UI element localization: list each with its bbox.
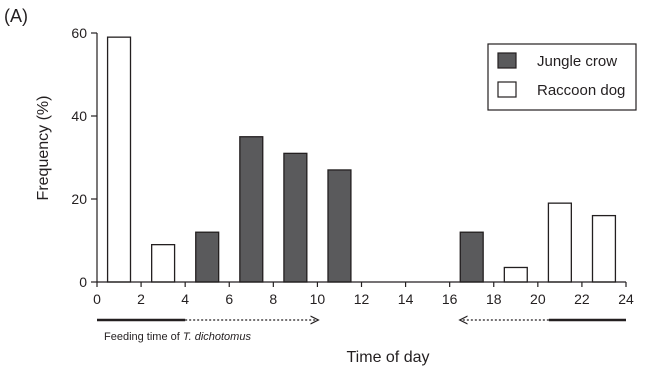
panel-label: (A) — [4, 6, 28, 26]
bar-jungle-crow — [327, 169, 352, 283]
x-tick-label: 16 — [442, 291, 458, 307]
y-tick-label: 0 — [79, 274, 87, 290]
x-tick-label: 0 — [93, 291, 101, 307]
bar-raccoon-dog — [151, 243, 176, 283]
x-tick-label: 12 — [354, 291, 370, 307]
feeding-time-label: Feeding time of T. dichotomus — [104, 331, 251, 343]
bar-raccoon-dog — [547, 202, 572, 283]
x-tick-label: 8 — [269, 291, 277, 307]
bar-raccoon-dog — [591, 214, 617, 283]
y-axis-title: Frequency (%) — [35, 96, 52, 201]
legend-swatch-raccoon-dog — [497, 81, 517, 98]
y-tick-label: 20 — [71, 191, 87, 207]
bar-jungle-crow — [459, 231, 484, 283]
legend-box — [487, 43, 637, 111]
x-tick-label: 14 — [398, 291, 414, 307]
legend-swatch-jungle-crow — [497, 52, 517, 69]
bar-jungle-crow — [195, 231, 220, 283]
legend: Jungle crow Raccoon dog — [487, 43, 637, 111]
x-tick-label: 4 — [181, 291, 189, 307]
x-tick-label: 2 — [137, 291, 145, 307]
bar-raccoon-dog — [106, 36, 132, 283]
legend-label-jungle-crow: Jungle crow — [537, 53, 617, 70]
bar-jungle-crow — [283, 152, 308, 283]
x-tick-label: 18 — [486, 291, 502, 307]
x-axis-title: Time of day — [347, 349, 430, 366]
y-tick-label: 40 — [71, 108, 87, 124]
x-tick-label: 6 — [225, 291, 233, 307]
x-tick-label: 20 — [530, 291, 546, 307]
y-tick-label: 60 — [71, 25, 87, 41]
x-tick-label: 22 — [574, 291, 590, 307]
x-tick-label: 24 — [618, 291, 634, 307]
bar-jungle-crow — [239, 136, 264, 283]
legend-label-raccoon-dog: Raccoon dog — [537, 82, 625, 99]
x-tick-label: 10 — [310, 291, 326, 307]
bar-raccoon-dog — [503, 266, 528, 283]
